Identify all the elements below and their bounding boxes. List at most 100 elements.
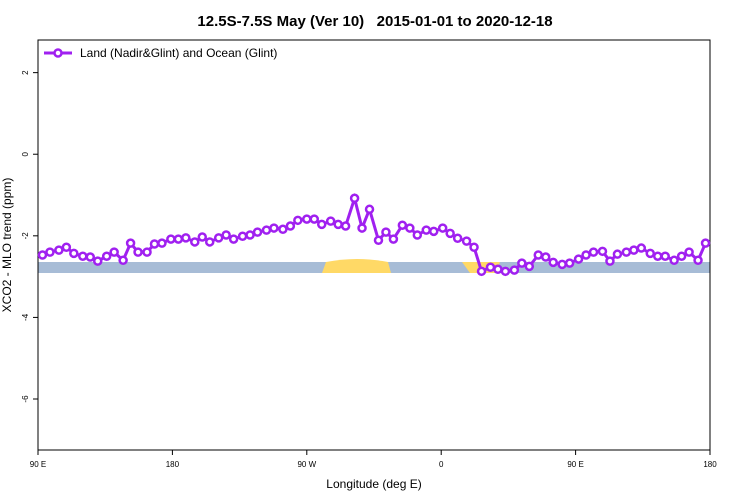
y-axis-label: XCO2 - MLO trend (ppm) (0, 178, 14, 313)
point (373, 235, 384, 246)
point (548, 257, 558, 268)
point (588, 247, 599, 257)
point (469, 242, 479, 252)
x-tick-label: 90 W (297, 460, 316, 469)
point (524, 261, 535, 272)
x-axis-label: Longitude (deg E) (326, 477, 421, 491)
point (285, 221, 296, 231)
point (78, 251, 88, 261)
point (421, 225, 432, 235)
point (621, 247, 632, 257)
point (221, 230, 231, 240)
point (636, 243, 647, 253)
point (302, 214, 312, 224)
point (437, 223, 448, 233)
point (101, 251, 112, 261)
point (564, 258, 575, 268)
point (142, 247, 152, 257)
point (237, 231, 248, 241)
point (213, 233, 224, 243)
point (261, 225, 272, 235)
point (476, 266, 487, 277)
point (493, 264, 503, 275)
point (652, 251, 663, 261)
point (54, 245, 64, 255)
point (445, 228, 455, 239)
point (149, 239, 160, 249)
point (61, 242, 72, 252)
point (397, 220, 408, 230)
point (245, 230, 255, 240)
point (557, 259, 567, 270)
point (452, 233, 463, 244)
point (573, 254, 584, 264)
point (405, 223, 415, 233)
point (204, 237, 215, 247)
point (485, 262, 496, 272)
point (340, 221, 351, 231)
point (428, 226, 439, 237)
point (133, 247, 143, 257)
chart-title: 12.5S-7.5S May (Ver 10) 2015-01-01 to 20… (197, 13, 552, 30)
point (684, 247, 694, 257)
y-tick-label: 2 (21, 70, 30, 75)
point (676, 251, 687, 261)
point (173, 234, 184, 244)
point (197, 232, 208, 242)
point (252, 227, 263, 237)
point (92, 256, 103, 266)
point (181, 233, 191, 243)
point (357, 223, 367, 233)
point (500, 266, 511, 277)
legend-marker (53, 48, 63, 58)
point (85, 252, 96, 262)
point (581, 250, 591, 260)
x-tick-label: 180 (166, 460, 180, 469)
point (597, 246, 608, 257)
point (190, 237, 200, 247)
point (412, 230, 423, 240)
point (309, 214, 320, 224)
point (388, 234, 399, 244)
point (381, 227, 391, 237)
x-tick-label: 90 E (30, 460, 46, 469)
point (693, 255, 703, 266)
point (157, 238, 167, 248)
point (461, 236, 472, 246)
point (645, 248, 656, 259)
point (660, 251, 670, 261)
land-strip (322, 259, 391, 273)
y-tick-label: -2 (21, 232, 30, 240)
point (278, 224, 288, 235)
point (37, 250, 48, 260)
point (166, 234, 176, 244)
point (612, 249, 623, 259)
point (517, 258, 527, 268)
x-tick-label: 90 E (567, 460, 583, 469)
point (125, 238, 136, 248)
legend-label: Land (Nadir&Glint) and Ocean (Glint) (80, 46, 277, 60)
point (45, 247, 55, 257)
point (316, 219, 327, 230)
point (509, 265, 520, 275)
point (540, 252, 551, 262)
point (109, 247, 119, 257)
plot-frame (37, 39, 711, 451)
x-tick-label: 0 (439, 460, 444, 469)
point (349, 193, 360, 204)
y-tick-label: -4 (21, 313, 30, 321)
point (325, 216, 336, 226)
point (364, 204, 375, 215)
point (669, 255, 679, 266)
x-tick-label: 180 (703, 460, 717, 469)
y-tick-label: -6 (21, 395, 30, 403)
point (700, 238, 711, 248)
y-tick-label: 0 (21, 151, 30, 156)
point (605, 256, 615, 266)
point (333, 219, 343, 230)
point (629, 245, 639, 255)
point (228, 234, 239, 244)
point (118, 255, 128, 266)
point (69, 248, 79, 259)
